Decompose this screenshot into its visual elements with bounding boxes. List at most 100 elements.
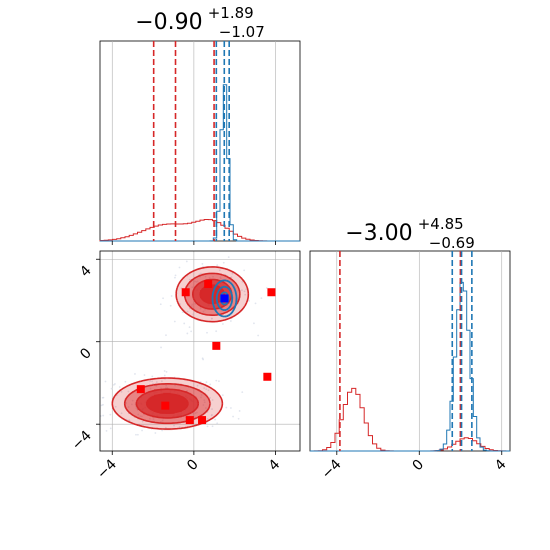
sample-point (163, 370, 166, 372)
sample-point (229, 407, 232, 409)
sample-point (227, 256, 230, 259)
joint-tick-marks (96, 258, 276, 455)
y-param-title-plus: +4.85 (418, 215, 464, 233)
sample-point (221, 394, 224, 396)
y-tick-label: −4 (69, 428, 95, 454)
sample-point (265, 287, 268, 289)
sample-point (210, 414, 213, 417)
blue-marker (220, 294, 229, 303)
sample-point (100, 404, 103, 407)
sample-point (210, 317, 213, 320)
sample-point (190, 305, 193, 307)
y-tick-label: 0 (77, 345, 95, 363)
x-hist-grid (111, 41, 276, 241)
sample-point (174, 274, 177, 277)
sample-point (237, 417, 240, 420)
y-param-title-minus: −0.69 (429, 234, 475, 252)
y-hist-quantile-lines (339, 251, 473, 451)
sample-point (100, 415, 102, 417)
sample-point (202, 310, 205, 313)
sample-point (211, 408, 213, 410)
sample-point (200, 394, 203, 396)
sample-point (211, 425, 214, 428)
sample-point (165, 370, 168, 373)
sample-point (205, 381, 208, 384)
sample-point (186, 310, 189, 313)
red-marker (267, 288, 276, 297)
sample-point (230, 276, 233, 279)
sample-point (159, 303, 162, 306)
sample-point (149, 387, 152, 390)
x-param-title-minus: −1.07 (219, 23, 265, 41)
sample-point (200, 272, 202, 275)
y-param-histogram-panel: −4 0 4 −3.00 +4.85 −0.69 (309, 214, 511, 482)
sample-point (206, 331, 208, 334)
sample-point (163, 374, 166, 377)
sample-point (191, 286, 194, 289)
x-tick-label: −4 (319, 456, 345, 482)
sample-point (183, 322, 186, 325)
sample-point (194, 412, 197, 415)
y-param-title: −3.00 +4.85 −0.69 (345, 214, 475, 252)
sample-point (185, 260, 188, 263)
sample-point (114, 405, 117, 408)
sample-point (203, 401, 206, 404)
x-tick-label: 0 (184, 457, 202, 475)
sample-point (173, 320, 176, 323)
sample-point (135, 433, 137, 436)
blue-density-contour (211, 279, 238, 318)
sample-point (201, 263, 204, 265)
sample-point (105, 429, 108, 432)
sample-point (191, 303, 194, 306)
sample-point (196, 280, 199, 283)
sample-point (110, 387, 113, 390)
sample-point (204, 308, 206, 311)
sample-point (241, 280, 244, 283)
sample-point (169, 304, 172, 307)
sample-point (243, 269, 246, 272)
sample-point (165, 384, 168, 387)
sample-point (178, 266, 181, 269)
sample-point (152, 418, 155, 420)
sample-point (102, 396, 105, 399)
sample-point (155, 381, 158, 383)
sample-point (202, 404, 205, 406)
joint-markers (136, 279, 276, 425)
red-marker (263, 372, 272, 381)
sample-point (102, 414, 105, 417)
x-tick-label: 4 (492, 456, 510, 474)
sample-point (174, 384, 177, 387)
sample-point (218, 269, 221, 272)
sample-point (118, 386, 121, 388)
sample-point (229, 320, 232, 322)
red-marker (181, 288, 190, 297)
sample-point (219, 276, 222, 279)
sample-point (137, 413, 140, 416)
x-tick-label: 0 (409, 457, 427, 475)
sample-point (244, 293, 247, 296)
sample-point (238, 410, 241, 412)
sample-point (209, 396, 211, 399)
sample-point (120, 412, 123, 415)
sample-point (166, 386, 169, 389)
sample-point (125, 402, 128, 404)
sample-point (212, 275, 214, 278)
sample-point (78, 399, 80, 401)
joint-x-tick-labels: −4 0 4 (94, 456, 283, 482)
x-param-title-median: −0.90 (135, 10, 202, 35)
sample-point (208, 276, 211, 279)
red-density-contour (111, 266, 250, 430)
x-param-title-plus: +1.89 (208, 4, 254, 22)
y-hist-blue-series (310, 281, 510, 452)
sample-point (231, 272, 234, 275)
sample-point (188, 326, 191, 329)
sample-point (222, 261, 225, 264)
sample-point (199, 307, 202, 310)
sample-point (141, 415, 143, 418)
sample-point (127, 390, 130, 393)
sample-point (203, 399, 206, 402)
red-marker (136, 385, 145, 394)
x-param-histogram-panel: −0.90 +1.89 −1.07 (99, 4, 301, 245)
sample-point (188, 278, 191, 281)
